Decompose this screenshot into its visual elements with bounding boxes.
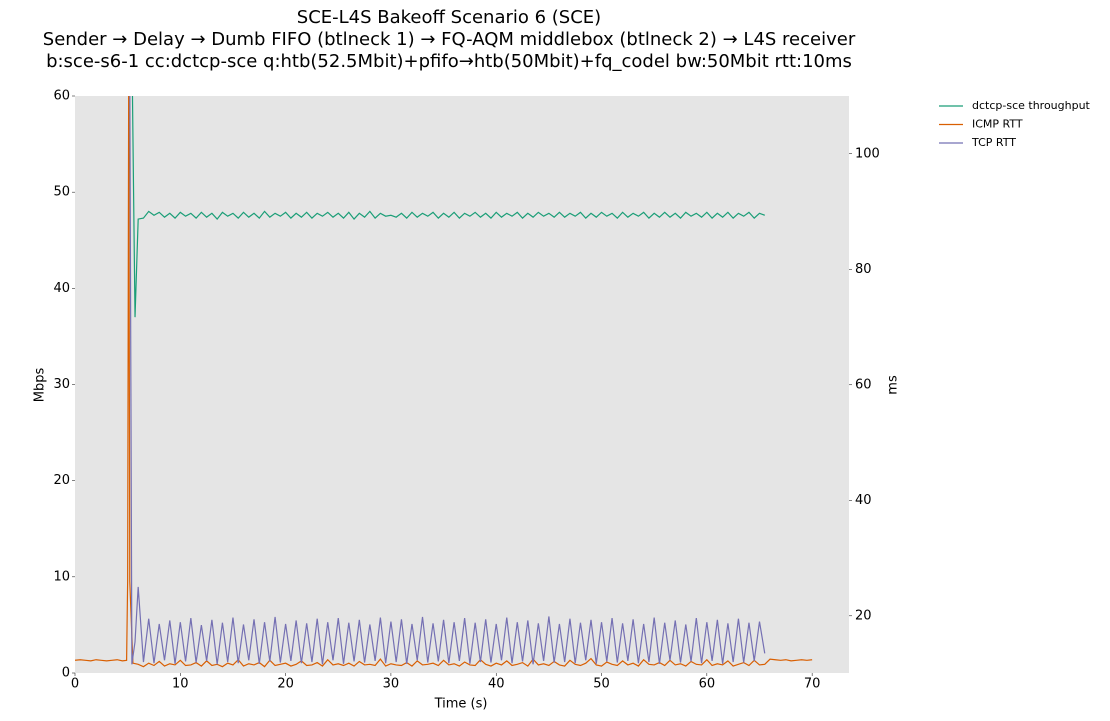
y-tick-label: 30 xyxy=(53,377,70,392)
x-tick-label: 30 xyxy=(383,677,400,692)
x-tick-label: 0 xyxy=(71,677,79,692)
legend-label: TCP RTT xyxy=(971,136,1016,149)
series-line xyxy=(75,96,813,668)
x-axis-label: Time (s) xyxy=(434,697,488,712)
chart-subtitle: b:sce-s6-1 cc:dctcp-sce q:htb(52.5Mbit)+… xyxy=(46,51,852,72)
x-tick-label: 50 xyxy=(593,677,610,692)
x-tick-label: 20 xyxy=(277,677,294,692)
y2-tick-label: 100 xyxy=(855,146,880,161)
plot-area xyxy=(75,96,849,673)
chart-subtitle: Sender → Delay → Dumb FIFO (btlneck 1) →… xyxy=(43,29,856,50)
y-tick-label: 10 xyxy=(53,569,70,584)
y2-tick-label: 80 xyxy=(855,262,872,277)
plot-lines xyxy=(75,96,813,668)
y2-tick-label: 60 xyxy=(855,377,872,392)
chart-title: SCE-L4S Bakeoff Scenario 6 (SCE) xyxy=(297,7,601,28)
x-tick-label: 70 xyxy=(804,677,821,692)
y2-tick-label: 40 xyxy=(855,493,872,508)
y-tick-label: 20 xyxy=(53,473,70,488)
series-line xyxy=(129,96,766,665)
series-line xyxy=(131,96,765,318)
y-tick-label: 60 xyxy=(53,89,70,104)
y-tick-label: 50 xyxy=(53,185,70,200)
legend-label: dctcp-sce throughput xyxy=(972,99,1091,112)
x-tick-label: 10 xyxy=(172,677,189,692)
y-tick-label: 0 xyxy=(62,666,70,681)
x-tick-label: 60 xyxy=(699,677,716,692)
y2-tick-label: 20 xyxy=(855,608,872,623)
y-axis-label: Mbps xyxy=(33,368,48,403)
y2-axis-label: ms xyxy=(886,375,901,395)
legend-label: ICMP RTT xyxy=(972,118,1023,131)
y-tick-label: 40 xyxy=(53,281,70,296)
x-tick-label: 40 xyxy=(488,677,505,692)
